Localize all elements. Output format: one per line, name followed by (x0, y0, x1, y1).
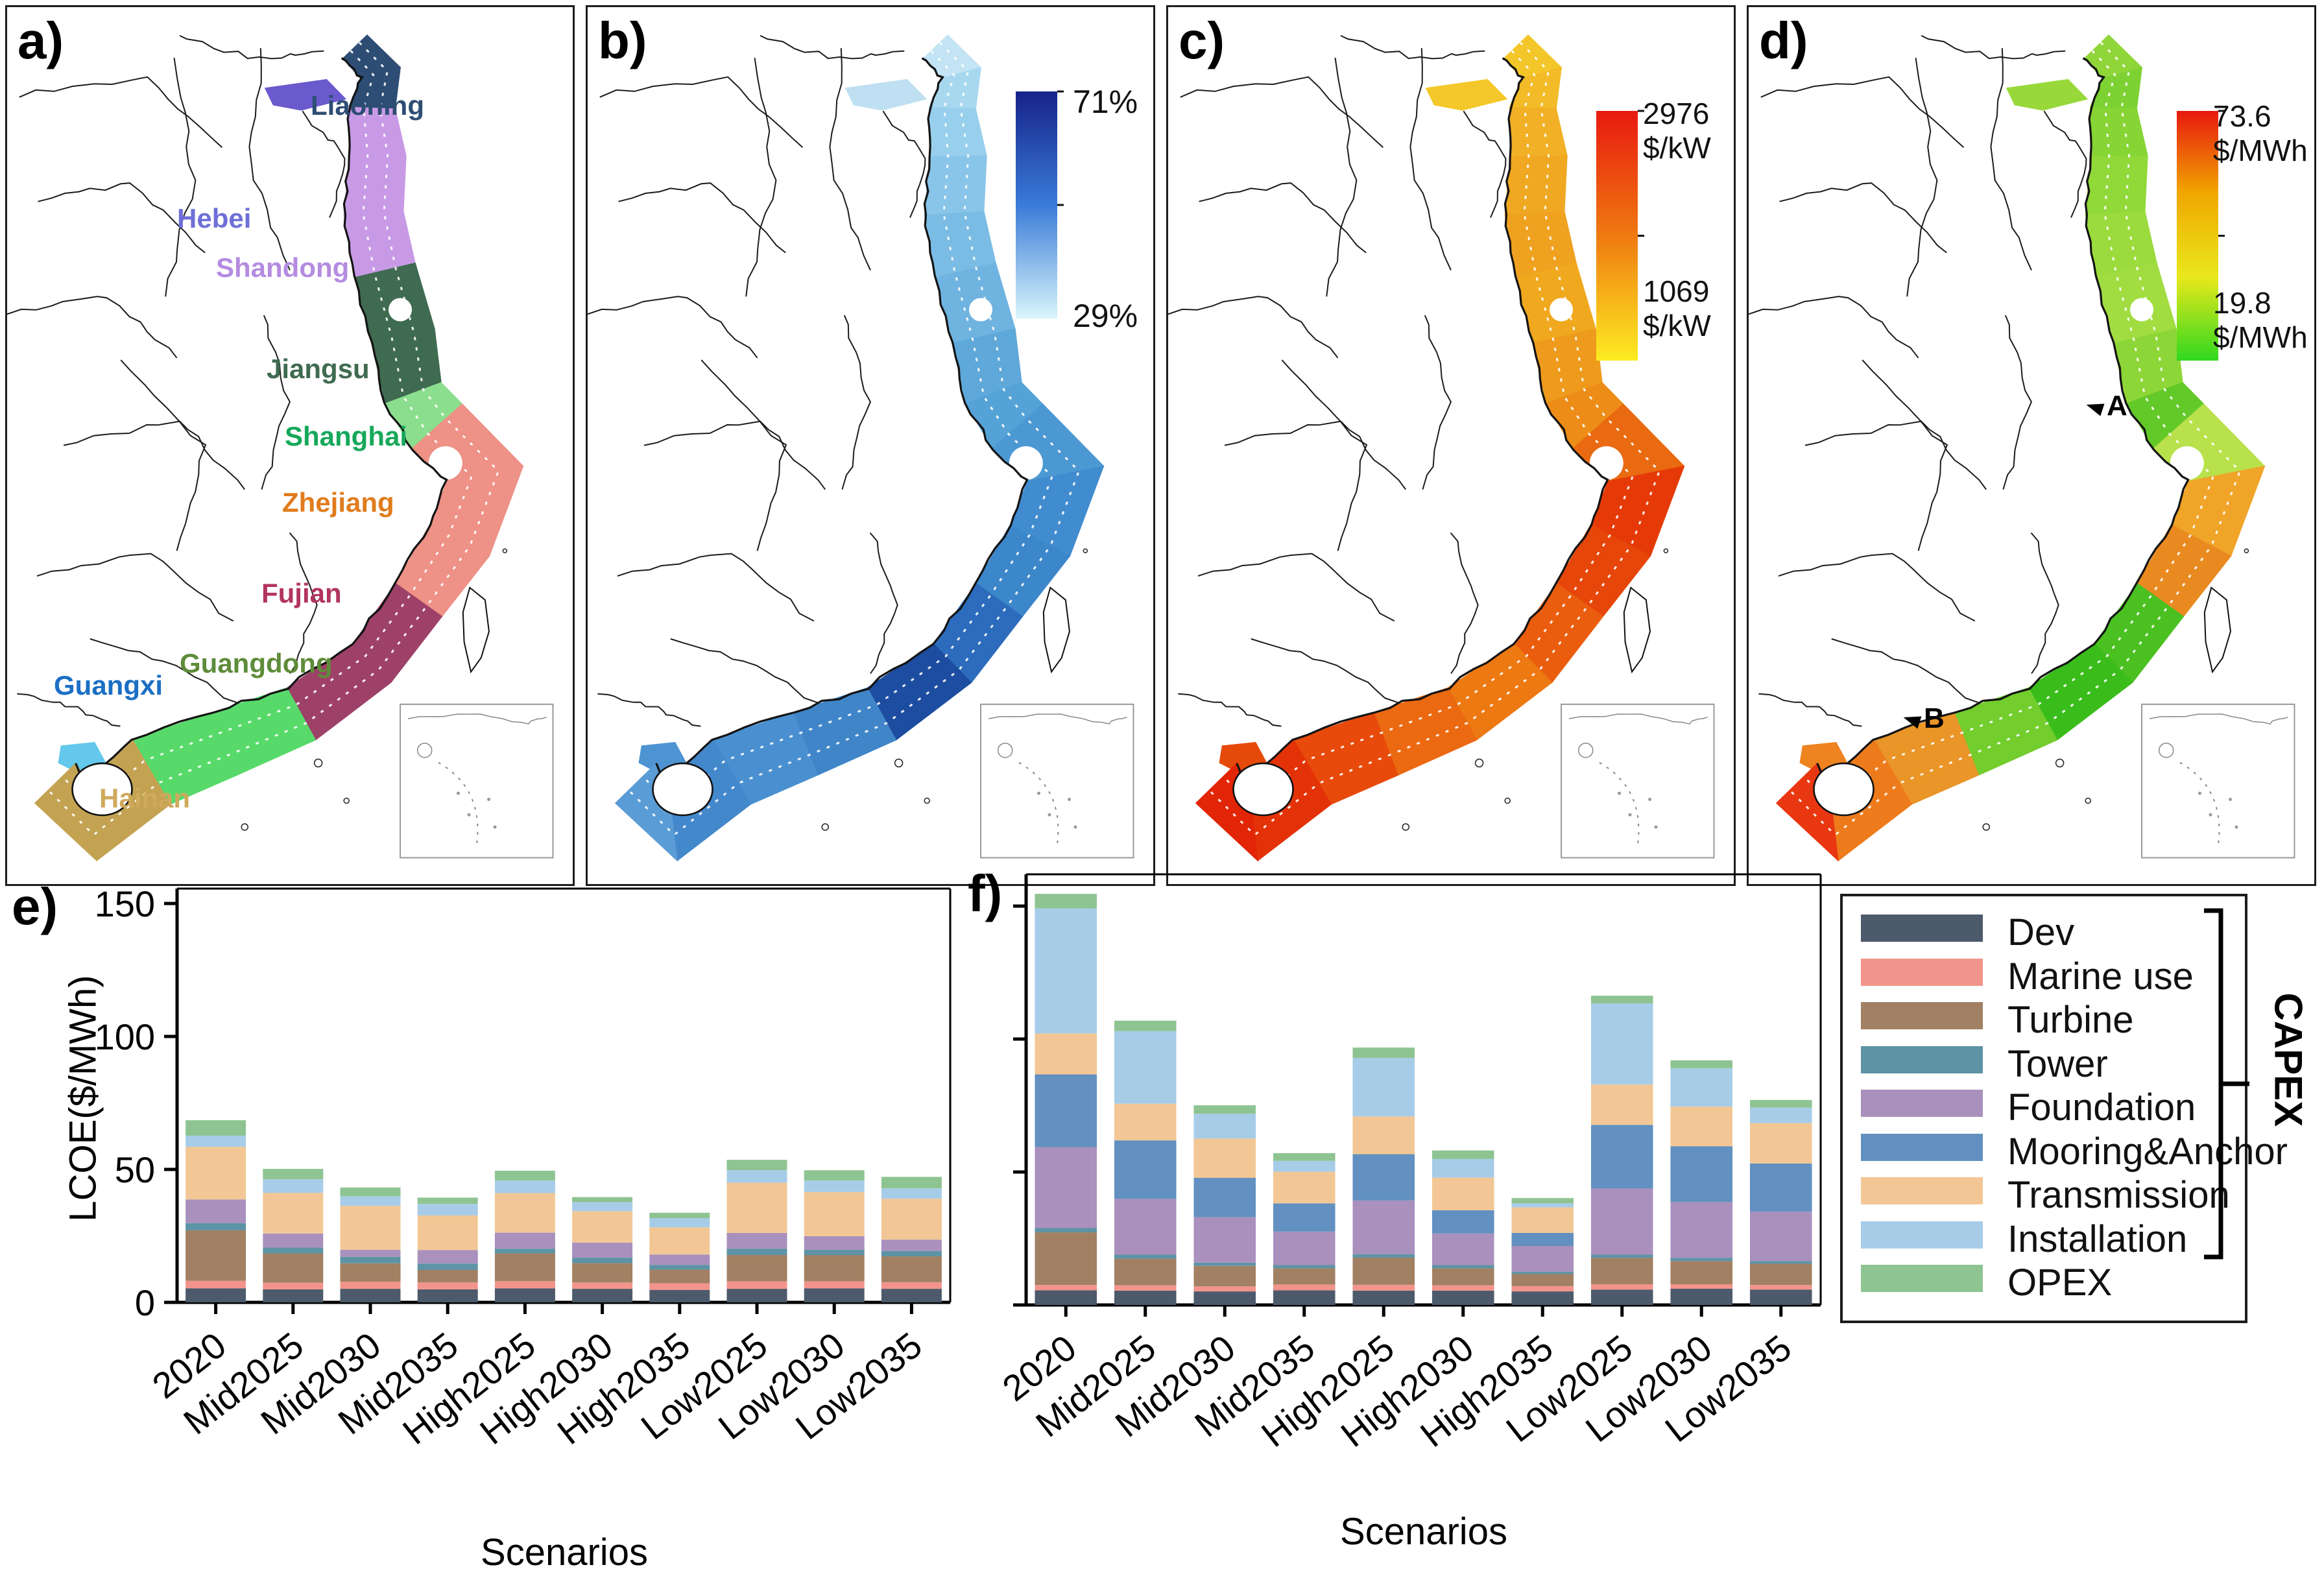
cost-legend: Dev Marine use Turbine Tower Foundation Moori… (1840, 894, 2288, 1323)
marker-arrow-icon (1901, 711, 1922, 729)
legend-label: Tower (2007, 1042, 2108, 1085)
province-label-jiangsu: Jiangsu (267, 353, 370, 384)
legend-swatch (1861, 1265, 1983, 1292)
legend-swatch (1861, 1046, 1983, 1073)
province-label-zhejiang: Zhejiang (282, 487, 394, 518)
map-a-graphic (7, 34, 554, 862)
colorbar-min-unit-d: $/MWh (2213, 320, 2308, 354)
marker-letter: B (1924, 702, 1945, 734)
e-y-axis-label: LCOE($/MWh) (62, 975, 104, 1222)
legend-label: Mooring&Anchor (2007, 1130, 2288, 1173)
panel-letter-b: b) (598, 12, 647, 69)
colorbar-min-value-c: 1069 (1643, 274, 1710, 308)
legend-swatch (1861, 1002, 1983, 1029)
map-c-graphic (1168, 34, 1715, 862)
e-x-axis-label: Scenarios (481, 1531, 648, 1573)
province-label-liaoning: Liaoning (311, 90, 424, 121)
marker-letter: A (2107, 390, 2127, 422)
province-label-guangxi: Guangxi (54, 670, 163, 700)
province-label-hainan: Hainan (99, 783, 191, 813)
legend-label: Transmission (2007, 1174, 2230, 1216)
colorbar-max-value-d: 73.6 (2213, 99, 2271, 133)
province-label-shandong: Shandong (216, 252, 350, 283)
map-panel-b: b) 71% 29% (586, 5, 1155, 886)
site-marker-a: A (2084, 390, 2127, 422)
capex-label: CAPEX (2266, 992, 2310, 1127)
legend-label: Installation (2007, 1217, 2188, 1260)
province-label-fujian: Fujian (261, 578, 342, 608)
map-d-graphic (1749, 34, 2295, 862)
svg-text:0: 0 (135, 1282, 155, 1323)
colorbar-max-label-b: 71% (1073, 84, 1138, 120)
legend-label: OPEX (2007, 1262, 2113, 1304)
map-panel-c: c) 2976 $/kW 1069 $/kW (1166, 5, 1736, 886)
svg-text:50: 50 (115, 1149, 155, 1190)
legend-swatch (1861, 915, 1983, 942)
f-x-axis-label: Scenarios (1340, 1511, 1507, 1553)
legend-swatch (1861, 1090, 1983, 1117)
panel-letter-f: f) (968, 865, 1003, 922)
legend-swatch (1861, 958, 1983, 986)
legend-swatch (1861, 1133, 1983, 1161)
capex-bracket (2204, 908, 2249, 1260)
legend-label: Marine use (2007, 955, 2194, 998)
map-b-graphic (588, 34, 1134, 862)
panel-letter-d: d) (1759, 12, 1808, 69)
colorbar-max-unit-d: $/MWh (2213, 133, 2308, 167)
province-label-shanghai: Shanghai (285, 421, 408, 451)
colorbar-min-label-c: 1069 $/kW (1643, 274, 1711, 343)
map-panel-a: a) Liaoning Hebei Shandong Jiangsu Shanghai Z… (5, 5, 575, 886)
colorbar-min-label-d: 19.8 $/MWh (2213, 286, 2308, 355)
legend-label: Dev (2007, 911, 2075, 953)
map-panel-d: d) 73.6 $/MWh 19.8 $/MWh A B (1747, 5, 2316, 886)
legend-label: Foundation (2007, 1086, 2196, 1129)
colorbar-max-value-c: 2976 (1643, 97, 1710, 130)
panel-letter-c: c) (1179, 12, 1225, 69)
colorbar-min-unit-c: $/kW (1643, 308, 1711, 342)
svg-text:100: 100 (95, 1016, 155, 1057)
svg-text:150: 150 (95, 883, 155, 924)
site-marker-b: B (1901, 702, 1945, 735)
panel-letter-e: e) (12, 878, 58, 935)
colorbar-max-label-c: 2976 $/kW (1643, 97, 1711, 165)
colorbar-min-label-b: 29% (1073, 298, 1138, 334)
legend-swatch (1861, 1177, 1983, 1204)
legend-swatch (1861, 1221, 1983, 1249)
colorbar-max-unit-c: $/kW (1643, 130, 1711, 165)
province-label-guangdong: Guangdong (180, 648, 333, 678)
bar-charts-graphic: 0501001502020Mid2025Mid2030Mid2035High20… (95, 873, 1822, 1455)
colorbar-min-value-d: 19.8 (2213, 286, 2271, 320)
legend-label: Turbine (2007, 999, 2134, 1041)
province-label-hebei: Hebei (177, 203, 252, 233)
marker-arrow-icon (2084, 398, 2105, 416)
panel-letter-a: a) (18, 12, 64, 69)
colorbar-max-label-d: 73.6 $/MWh (2213, 99, 2308, 168)
